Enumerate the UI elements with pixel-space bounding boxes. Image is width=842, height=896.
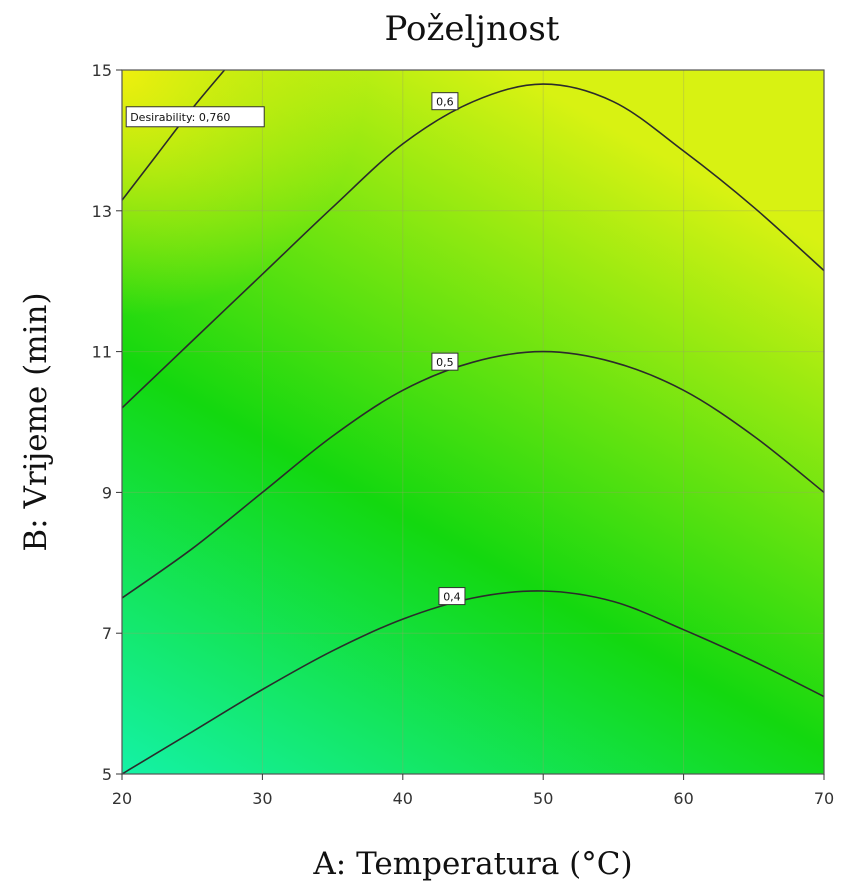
contour-line-1: [121, 350, 825, 599]
contour-lines: [121, 69, 825, 775]
x-axis-label: A: Temperatura (°C): [312, 846, 632, 882]
x-tick-label: 30: [252, 789, 272, 808]
y-tick-label: 7: [102, 624, 112, 643]
flag-box: [125, 106, 265, 128]
contour-label: 0,4: [443, 591, 461, 604]
plot-frame: [121, 69, 825, 775]
contour-label: 0,6: [436, 96, 454, 109]
x-tick-label: 40: [393, 789, 413, 808]
x-tick-label: 50: [533, 789, 553, 808]
y-tick-label: 15: [92, 61, 112, 80]
y-tick-label: 9: [102, 483, 112, 502]
grid: [122, 70, 824, 774]
contour-line-0: [121, 590, 825, 775]
contour-labels: 0,4 0,5 0,6: [431, 92, 466, 606]
x-tick-label: 20: [112, 789, 132, 808]
y-tick-label: 11: [92, 343, 112, 362]
contour-line-2: [121, 83, 825, 409]
desirability-flag: Desirability: 0,760: [125, 106, 265, 128]
contour-label-box: [438, 587, 466, 606]
y-axis-label: B: Vrijeme (min): [18, 292, 54, 551]
y-axis-ticks: 5 7 9 11 13 15: [92, 61, 122, 784]
y-tick-label: 5: [102, 765, 112, 784]
x-axis-ticks: 20 30 40 50 60 70: [112, 774, 834, 808]
plot-area: 0,4 0,5 0,6 Desirability: 0,760: [121, 69, 825, 775]
contour-label: 0,5: [436, 356, 454, 369]
flag-text: Desirability: 0,760: [130, 111, 230, 124]
x-tick-label: 70: [814, 789, 834, 808]
y-tick-label: 13: [92, 202, 112, 221]
chart-title: Poželjnost: [385, 9, 560, 49]
contour-label-box: [431, 92, 459, 111]
plot-corner-glow: [122, 70, 824, 774]
x-tick-label: 60: [673, 789, 693, 808]
contour-line-3: [121, 69, 226, 201]
contour-label-box: [431, 352, 459, 371]
